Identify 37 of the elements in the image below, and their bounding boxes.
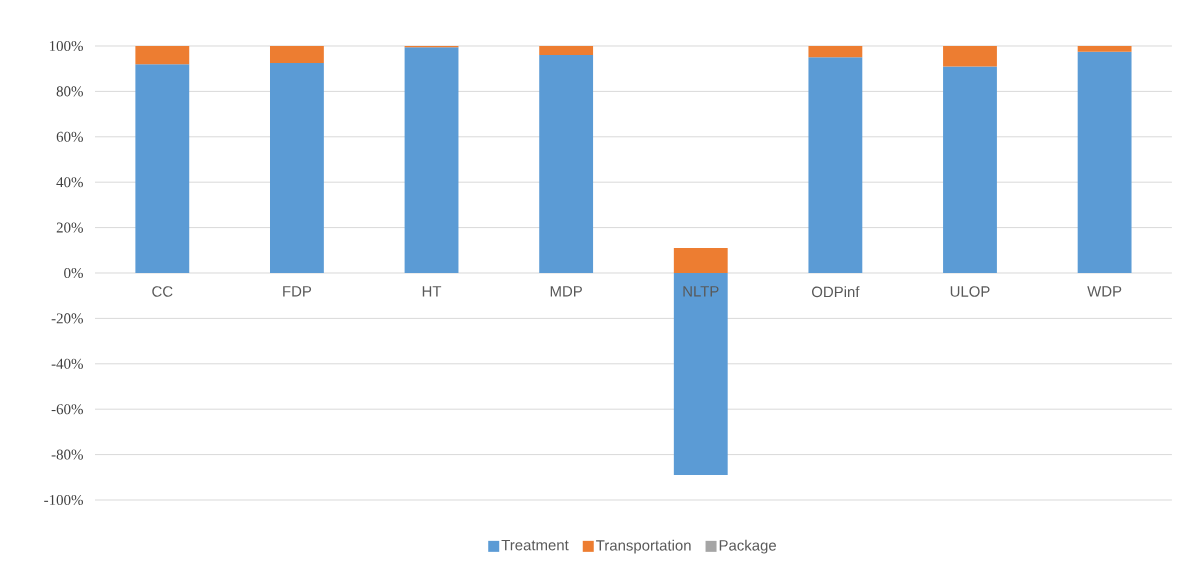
bar: [135, 64, 190, 273]
y-tick-label: 40%: [56, 177, 83, 188]
bar: [1077, 51, 1132, 273]
y-tick-label: 20%: [56, 222, 83, 233]
bar: [270, 63, 324, 273]
y-tick-label: -40%: [51, 358, 83, 369]
bar: [808, 57, 863, 273]
bar: [808, 46, 863, 58]
x-tick-label: ODPinf: [811, 286, 860, 298]
bar: [135, 46, 190, 65]
x-tick-label: MDP: [550, 286, 582, 297]
bar: [404, 47, 459, 273]
bar: [943, 46, 997, 67]
y-tick-label: 0%: [64, 267, 83, 279]
legend-label: Treatment: [501, 539, 569, 551]
y-tick-label: 60%: [56, 131, 83, 142]
y-tick-label: 80%: [56, 86, 83, 97]
y-tick-label: -60%: [51, 404, 83, 415]
x-tick-label: FDP: [283, 286, 312, 297]
y-tick-label: -100%: [44, 494, 83, 506]
legend-label: Transportation: [596, 539, 691, 554]
bar: [673, 248, 728, 273]
bar: [1077, 46, 1132, 52]
x-tick-label: WDP: [1087, 286, 1122, 297]
x-tick-label: HT: [422, 286, 442, 297]
bar: [270, 46, 324, 64]
y-tick-label: -80%: [51, 449, 83, 460]
x-tick-label: ULOP: [950, 286, 990, 297]
bar: [673, 273, 728, 476]
y-tick-label: -20%: [51, 313, 83, 324]
x-tick-label: NLTP: [683, 286, 719, 297]
x-tick-label: CC: [152, 286, 173, 297]
y-tick-label: 100%: [49, 40, 83, 52]
bar: [539, 55, 594, 273]
bar: [943, 66, 997, 273]
legend-label: Package: [719, 539, 777, 554]
bar: [539, 46, 594, 56]
